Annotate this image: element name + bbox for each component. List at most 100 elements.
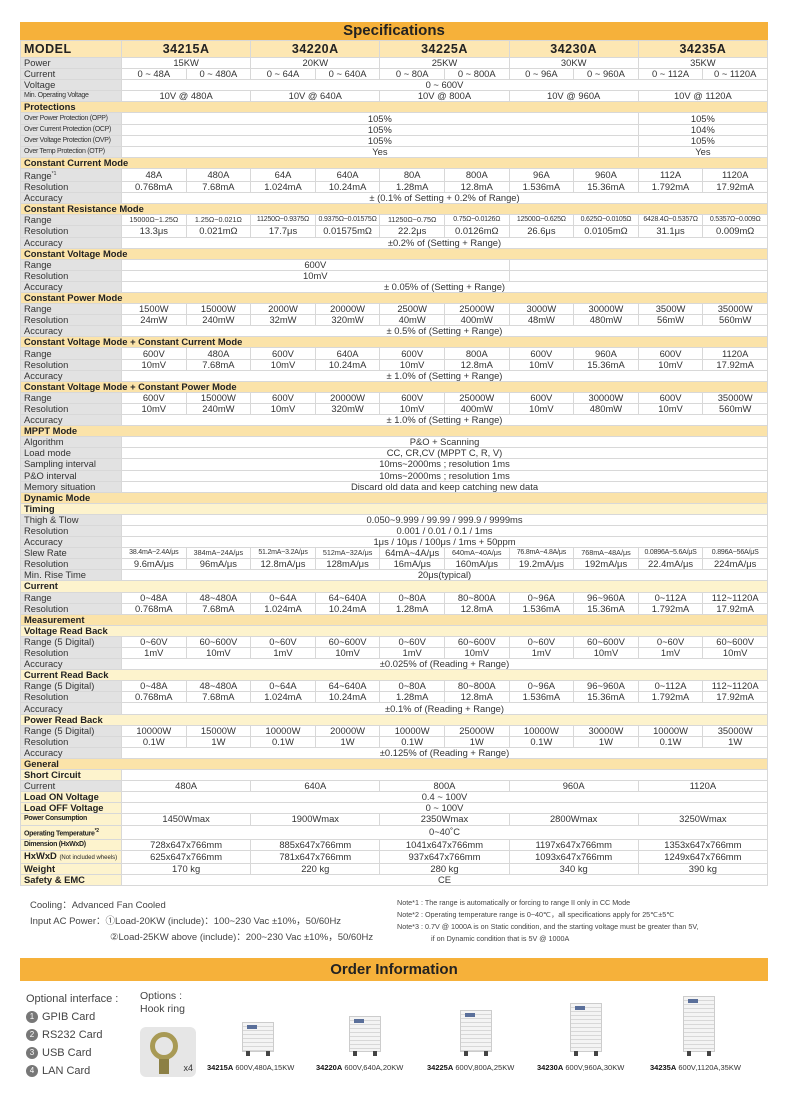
number-badge-icon: 3	[26, 1047, 38, 1060]
spec-row: Safety & EMC CE	[20, 874, 768, 887]
spec-value: 25000W	[443, 391, 510, 404]
spec-value: 600V	[121, 391, 187, 404]
section-header: Dynamic Mode	[20, 491, 768, 504]
spec-row: Resolution 0.1W 1W 0.1W 1W 0.1W 1W 0.1W 1W 0.1W 1W	[20, 735, 768, 748]
spec-value: 0.1W	[250, 735, 316, 748]
spec-row: Resolution 10mV 7.68mA 10mV 10.24mA 10mV 12.8m…	[20, 358, 768, 371]
row-label-text: Current	[24, 68, 56, 80]
wheel-icon	[246, 1051, 250, 1056]
row-label-text: Range (5 Digital)	[24, 680, 95, 692]
wheel-icon	[484, 1051, 488, 1056]
spec-value: 35000W	[702, 724, 768, 737]
row-label-text: Resolution	[24, 225, 69, 237]
section-title: General	[20, 757, 768, 771]
spec-value: 240mW	[185, 402, 252, 416]
spec-value: 12.8mA	[443, 181, 510, 194]
specifications-title: Specifications	[20, 22, 768, 40]
row-label: Accuracy	[20, 280, 122, 294]
spec-value: 400mW	[443, 314, 510, 327]
section-header: Constant Resistance Mode	[20, 203, 768, 216]
spec-value: ±0.1% of (Reading + Range)	[121, 702, 768, 715]
spec-value: 10V @ 960A	[508, 90, 639, 103]
row-label: Range	[20, 258, 122, 271]
spec-value: 12.8mA	[443, 358, 510, 371]
row-label: Min. Rise Time	[20, 569, 122, 582]
input-ac-1: ①Load-20KW (include)：100~230 Vac ±10%，50…	[105, 916, 342, 927]
row-label: Accuracy	[20, 236, 122, 249]
spec-value: ±0.125% of (Reading + Range)	[121, 746, 768, 759]
spec-value: ± 0.5% of (Setting + Range)	[121, 325, 768, 338]
row-label: Over Power Protection (OPP)	[20, 112, 122, 125]
spec-value: 10mV	[508, 402, 575, 416]
front-panel	[575, 1006, 585, 1010]
spec-value: 15KW	[120, 56, 252, 70]
row-label-text: Short Circuit	[24, 769, 81, 781]
spec-value: 1.024mA	[250, 181, 316, 194]
spec-value: 105%	[637, 112, 769, 125]
spec-value: 0~64A	[250, 591, 316, 604]
spec-value: 0~112A	[637, 680, 704, 693]
spec-value: 320mW	[314, 402, 381, 416]
spec-value: 600V	[121, 258, 510, 271]
row-label: Current	[20, 780, 122, 793]
spec-value: 0.896A~56A/μS	[702, 547, 768, 560]
spec-value: 1.792mA	[637, 691, 704, 704]
spec-value: 0~60V	[637, 635, 704, 649]
spec-value: 0.4 ~ 100V	[121, 791, 768, 804]
spec-value: 80~800A	[443, 680, 510, 693]
row-label: Algorithm	[20, 436, 122, 449]
spec-value: 160mA/μs	[443, 558, 510, 571]
spec-value: 12.8mA	[443, 691, 510, 704]
spec-row: Algorithm P&O + Scanning	[20, 436, 768, 449]
row-label-text: Accuracy	[24, 414, 63, 426]
row-label-text: Accuracy	[24, 658, 63, 670]
spec-value: Yes	[121, 145, 639, 158]
spec-row: Short Circuit	[20, 769, 768, 782]
spec-value: 7.68mA	[185, 691, 252, 704]
row-label: Load ON Voltage	[20, 791, 122, 804]
row-label-text: Load mode	[24, 447, 71, 459]
row-label: Power	[20, 56, 122, 70]
section-title: Voltage Read Back	[20, 624, 768, 637]
section-title: Protections	[20, 101, 768, 114]
spec-value: 781x647x766mm	[250, 849, 381, 864]
row-label-text: Accuracy	[24, 237, 63, 248]
row-label: Accuracy	[20, 325, 122, 338]
spec-value: 10mV	[443, 646, 510, 660]
wheel-icon	[464, 1051, 468, 1056]
spec-value: 0.1W	[121, 735, 187, 748]
interface-item: 1 GPIB Card	[26, 1008, 118, 1026]
row-label: Range	[20, 214, 122, 227]
spec-value: 10ms~2000ms ; resolution 1ms	[121, 458, 768, 471]
row-label: Voltage	[20, 79, 122, 92]
spec-row: Accuracy ± 1.0% of (Setting + Range)	[20, 369, 768, 382]
row-label: Resolution	[20, 225, 122, 238]
spec-value: P&O + Scanning	[121, 436, 768, 449]
spec-value: 7.68mA	[185, 181, 252, 194]
interfaces-label: Optional interface :	[26, 993, 119, 1005]
spec-value: 1W	[314, 735, 381, 748]
row-label: P&O interval	[20, 469, 122, 482]
spec-row: Range (5 Digital) 10000W 15000W 10000W 20000…	[20, 724, 768, 737]
spec-value: 96~960A	[573, 680, 639, 693]
spec-value: 51.2mA~3.2A/μs	[250, 547, 316, 560]
row-label-text: Resolution	[24, 736, 69, 747]
input-ac-label: Input AC Power：	[30, 916, 106, 927]
spec-value: Discard old data and keep catching new d…	[121, 480, 768, 493]
spec-value: 10.24mA	[314, 602, 381, 615]
interface-item: 2 RS232 Card	[26, 1026, 118, 1044]
row-label-text: HxWxD	[24, 850, 57, 861]
spec-value: 0~96A	[508, 591, 575, 604]
spec-value: 40mW	[379, 314, 445, 327]
row-label-text: Voltage	[24, 79, 56, 91]
spec-value: 128mA/μs	[314, 558, 381, 571]
spec-value: 2500W	[379, 303, 445, 316]
spec-value: 35000W	[702, 391, 768, 404]
row-label: Resolution	[20, 558, 122, 571]
spec-value: ± 0.05% of (Setting + Range)	[121, 280, 768, 294]
spec-value: 800A	[443, 347, 510, 360]
spec-value: 96~960A	[573, 591, 639, 604]
spec-value: 340 kg	[508, 862, 639, 876]
spec-value: 0.5357Ω~0.009Ω	[702, 214, 768, 227]
footnote-marker: *1	[51, 170, 57, 177]
